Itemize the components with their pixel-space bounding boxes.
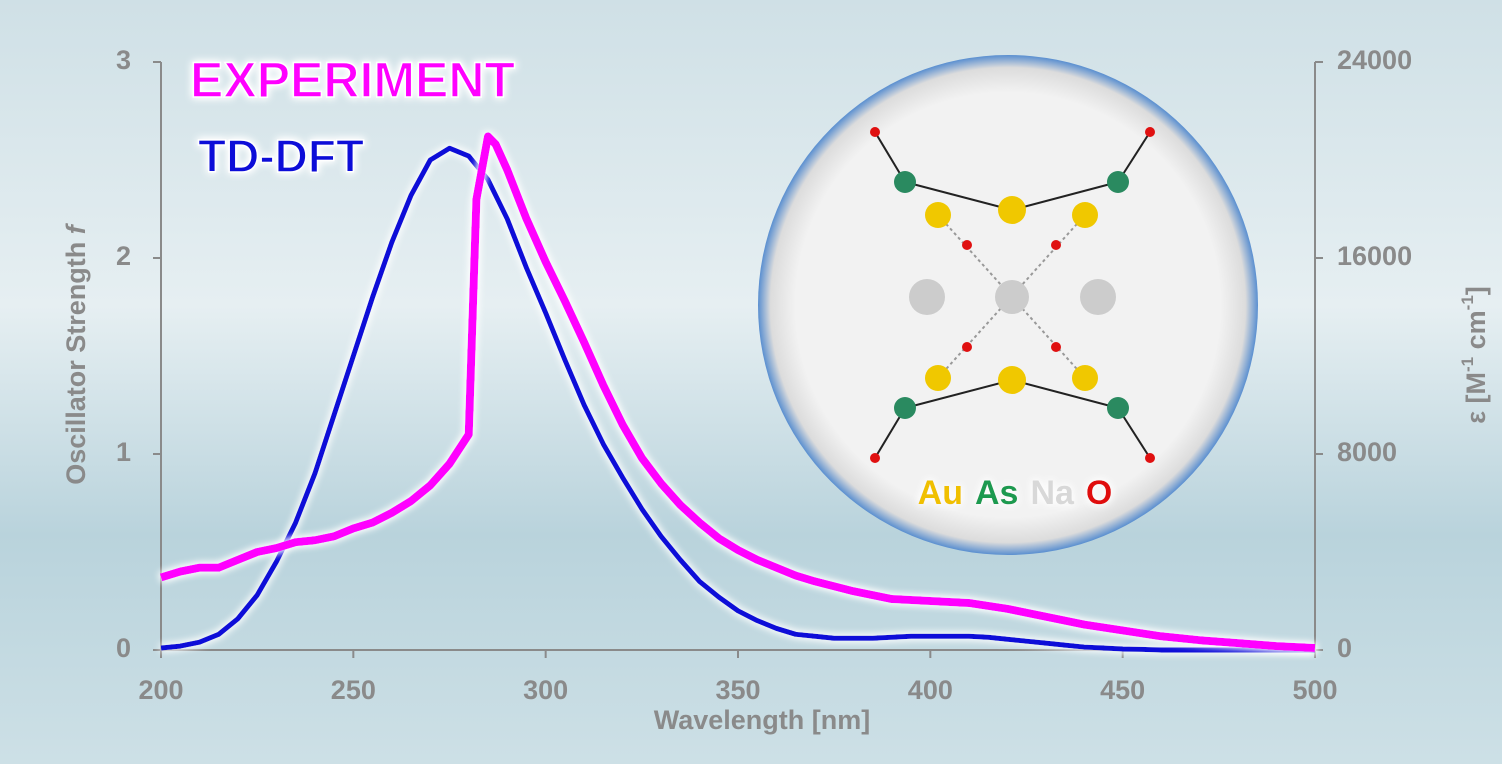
series-line (159, 132, 1316, 653)
inset (758, 55, 1258, 555)
y2-axis-title: ε [M-1 cm-1] (1458, 286, 1491, 424)
x-tick-label: 450 (1100, 675, 1145, 705)
inset-legend-entry: As (975, 474, 1018, 512)
y-tick-label: 2 (116, 241, 131, 271)
y-tick-label: 3 (116, 45, 131, 75)
inset-legend: Au As Na O (918, 474, 1113, 512)
y2-tick-label: 24000 (1337, 45, 1412, 75)
y-tick-label: 0 (116, 633, 131, 663)
x-tick-label: 200 (138, 675, 183, 705)
x-axis-title: Wavelength [nm] (654, 705, 871, 735)
y-axis-title-part: Oscillator Strength (61, 234, 91, 485)
legend-entry: TD-DFT (198, 130, 364, 182)
y2-axis-title-part: cm (1461, 310, 1491, 357)
inset-legend-entry: Na (1030, 474, 1075, 512)
x-tick-label: 300 (523, 675, 568, 705)
y2-tick-label: 0 (1337, 633, 1352, 663)
y2-axis-title-part: -1 (1458, 295, 1477, 310)
inset-legend-entry: O (1086, 474, 1112, 512)
series-line (160, 145, 1315, 653)
x-tick-label: 400 (908, 675, 953, 705)
y2-tick-label: 16000 (1337, 241, 1412, 271)
y2-axis-title-part: ] (1461, 286, 1491, 295)
y-axis-title: Oscillator Strength f (61, 222, 91, 485)
x-tick-label: 250 (331, 675, 376, 705)
y2-axis-title-part: -1 (1458, 357, 1477, 372)
atoms (870, 127, 1155, 463)
y-axis-title-part: f (61, 222, 91, 234)
y-tick-label: 1 (116, 437, 131, 467)
inset-legend-entry: Au (918, 474, 963, 512)
legend-entry: EXPERIMENT (190, 52, 515, 108)
y2-axis-title-part: ε [M (1461, 372, 1491, 424)
y2-tick-label: 8000 (1337, 437, 1397, 467)
x-tick-label: 350 (715, 675, 760, 705)
x-tick-label: 500 (1292, 675, 1337, 705)
